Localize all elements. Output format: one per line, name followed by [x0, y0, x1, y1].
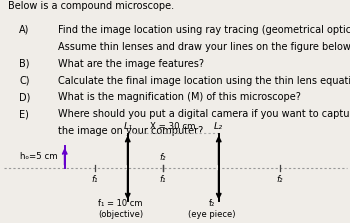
- Text: B): B): [19, 59, 30, 69]
- Text: L₁: L₁: [123, 122, 132, 131]
- Text: Find the image location using ray tracing (geometrical optics).: Find the image location using ray tracin…: [58, 25, 350, 35]
- Text: Where should you put a digital camera if you want to capture and save: Where should you put a digital camera if…: [58, 109, 350, 119]
- Text: What is the magnification (M) of this microscope?: What is the magnification (M) of this mi…: [58, 92, 301, 102]
- Text: the image on your computer?: the image on your computer?: [58, 126, 203, 136]
- Text: f₁: f₁: [160, 175, 166, 184]
- Text: f₂: f₂: [160, 153, 166, 163]
- Text: C): C): [19, 76, 30, 86]
- Text: f₁: f₁: [91, 175, 98, 184]
- Text: A): A): [19, 25, 30, 35]
- Text: What are the image features?: What are the image features?: [58, 59, 204, 69]
- Text: Below is a compound microscope.: Below is a compound microscope.: [8, 1, 174, 11]
- Text: D): D): [19, 92, 31, 102]
- Text: X = 30 cm: X = 30 cm: [150, 122, 196, 131]
- Text: E): E): [19, 109, 29, 119]
- Text: f₁ = 10 cm
(objective): f₁ = 10 cm (objective): [98, 200, 143, 219]
- Text: f₂
(eye piece): f₂ (eye piece): [188, 200, 236, 219]
- Text: Calculate the final image location using the thin lens equation (d₂’).: Calculate the final image location using…: [58, 76, 350, 86]
- Text: Assume thin lenses and draw your lines on the figure below.: Assume thin lenses and draw your lines o…: [58, 42, 350, 52]
- Text: hₒ=5 cm: hₒ=5 cm: [20, 152, 58, 161]
- Text: f₂: f₂: [277, 175, 283, 184]
- Text: L₂: L₂: [214, 122, 223, 131]
